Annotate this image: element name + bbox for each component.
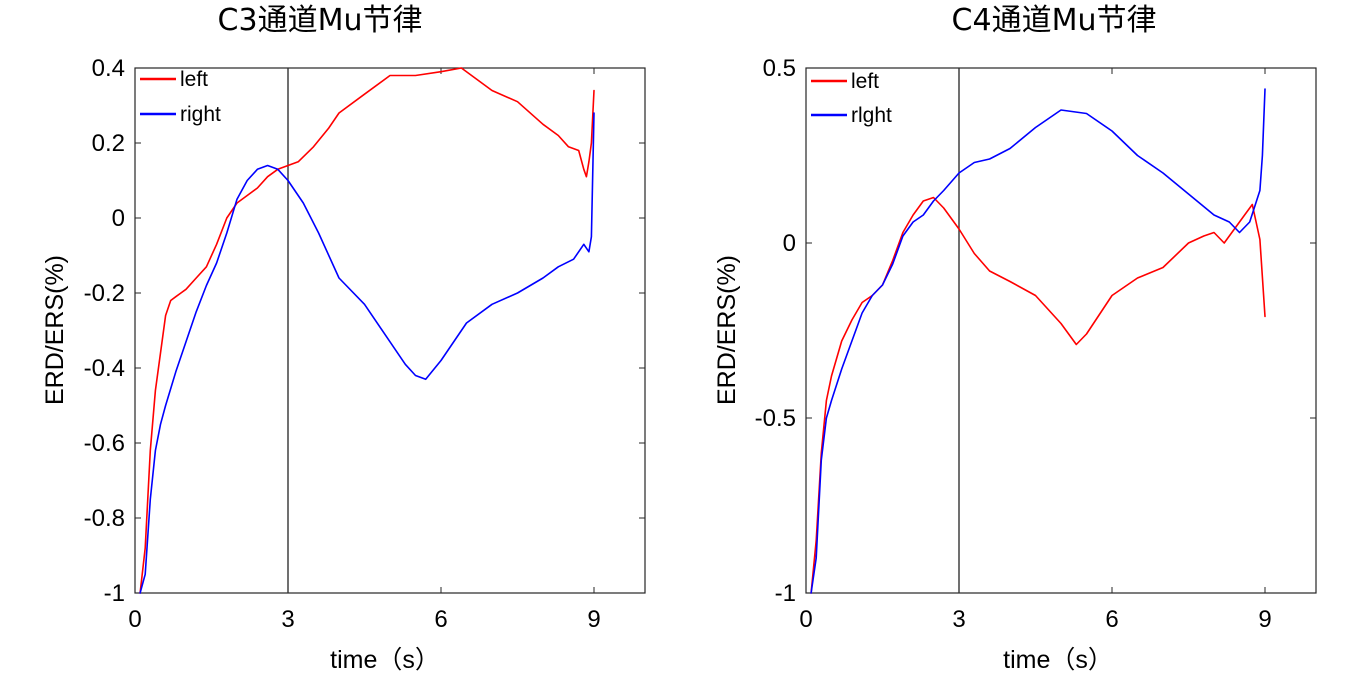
y-tick-label: -1 [775, 580, 796, 607]
series-lines [139, 67, 595, 594]
y-tick-label: 0 [783, 230, 796, 257]
y-tick-label: 0.4 [92, 55, 125, 82]
series-lines [810, 88, 1266, 594]
legend-label-left: left [851, 70, 879, 93]
chart-title: C4通道Mu节律 [952, 3, 1157, 38]
chart-c4-mu-rhythm: C4通道Mu节律 0 3 6 9 -1 -0.5 0 0.5 ERD/ERS(%) time（… [713, 3, 1317, 674]
chart-c3-mu-rhythm: C3通道Mu节律 0 3 6 9 -1 -0.8 -0.6 -0.4 -0.2 0 0.2 0.4 E… [41, 3, 646, 674]
y-tick-label: 0.5 [763, 55, 796, 82]
legend: left rlght [811, 70, 892, 127]
x-tick-label: 3 [281, 606, 294, 633]
x-tick-label: 6 [434, 606, 447, 633]
x-tick-label: 9 [587, 606, 600, 633]
legend: left right [140, 68, 221, 126]
plot-area-frame [134, 67, 646, 594]
y-tick-label: -0.2 [84, 280, 125, 307]
y-tick-label: 0.2 [92, 130, 125, 157]
x-tick-label: 9 [1258, 606, 1271, 633]
plot-area-frame [805, 67, 1317, 594]
y-tick-label: -0.5 [755, 405, 796, 432]
y-axis-label: ERD/ERS(%) [41, 255, 69, 405]
y-tick-label: -0.8 [84, 505, 125, 532]
series-line-left [139, 67, 595, 594]
series-line-left [810, 196, 1266, 594]
series-line-right [139, 112, 595, 594]
y-tick-label: -0.4 [84, 355, 125, 382]
x-tick-label: 6 [1105, 606, 1118, 633]
axis-ticks: 0 3 6 9 -1 -0.5 0 0.5 [755, 55, 1316, 633]
x-tick-label: 3 [952, 606, 965, 633]
legend-label-right: rlght [851, 104, 892, 127]
x-tick-label: 0 [799, 606, 812, 633]
y-tick-label: -1 [104, 580, 125, 607]
y-tick-label: -0.6 [84, 430, 125, 457]
y-tick-label: 0 [112, 205, 125, 232]
y-axis-label: ERD/ERS(%) [713, 255, 741, 405]
x-axis-label: time（s） [1003, 646, 1113, 674]
legend-label-left: left [180, 68, 208, 91]
axis-ticks: 0 3 6 9 -1 -0.8 -0.6 -0.4 -0.2 0 0.2 0.4 [84, 55, 645, 633]
chart-title: C3通道Mu节律 [218, 3, 423, 38]
x-tick-label: 0 [128, 606, 141, 633]
x-axis-label: time（s） [330, 646, 440, 674]
series-line-rlght [810, 88, 1266, 594]
legend-label-right: right [180, 103, 221, 126]
